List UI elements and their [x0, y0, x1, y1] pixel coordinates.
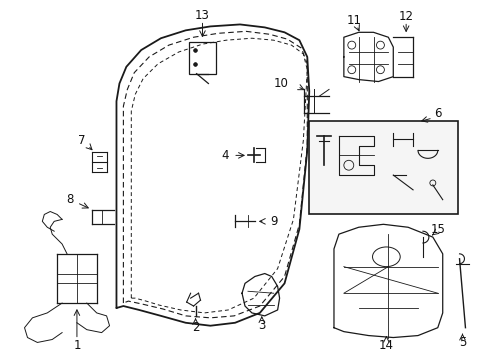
Bar [308, 121, 457, 215]
Text: 8: 8 [66, 193, 74, 206]
Text: 1: 1 [73, 339, 81, 352]
Text: 7: 7 [78, 134, 85, 147]
Text: 12: 12 [398, 10, 413, 23]
Text: 13: 13 [195, 9, 209, 22]
Text: 6: 6 [433, 107, 441, 120]
Text: 11: 11 [346, 14, 361, 27]
Text: 5: 5 [458, 336, 465, 349]
Text: 3: 3 [258, 319, 265, 332]
Text: 14: 14 [378, 339, 393, 352]
Text: 10: 10 [274, 77, 288, 90]
Text: 9: 9 [269, 215, 277, 228]
Text: 2: 2 [191, 321, 199, 334]
Bar [188, 42, 216, 74]
Text: 4: 4 [221, 149, 228, 162]
Text: 15: 15 [429, 223, 444, 236]
